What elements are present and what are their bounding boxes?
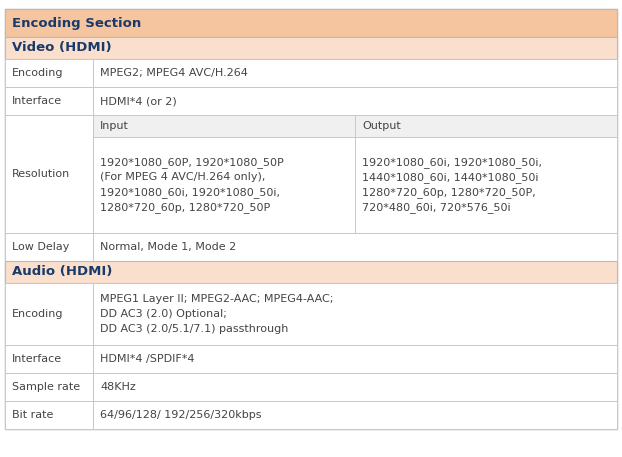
Bar: [5, 9, 617, 37]
Bar: [93, 373, 617, 401]
Bar: [355, 115, 617, 137]
Text: MPEG1 Layer II; MPEG2-AAC; MPEG4-AAC;: MPEG1 Layer II; MPEG2-AAC; MPEG4-AAC;: [100, 294, 333, 304]
Text: 1920*1080_60i, 1920*1080_50i,: 1920*1080_60i, 1920*1080_50i,: [100, 187, 280, 198]
Bar: [5, 115, 93, 233]
Text: DD AC3 (2.0/5.1/7.1) passthrough: DD AC3 (2.0/5.1/7.1) passthrough: [100, 324, 289, 334]
Bar: [93, 233, 617, 261]
Text: 48KHz: 48KHz: [100, 382, 136, 392]
Text: Bit rate: Bit rate: [12, 410, 53, 420]
Text: Encoding Section: Encoding Section: [12, 16, 141, 30]
Bar: [5, 345, 93, 373]
Text: Sample rate: Sample rate: [12, 382, 80, 392]
Text: Normal, Mode 1, Mode 2: Normal, Mode 1, Mode 2: [100, 242, 236, 252]
Text: Audio (HDMI): Audio (HDMI): [12, 266, 113, 278]
Text: Interface: Interface: [12, 354, 62, 364]
Text: Input: Input: [100, 121, 129, 131]
Bar: [93, 59, 617, 87]
Text: 1280*720_60p, 1280*720_50P: 1280*720_60p, 1280*720_50P: [100, 202, 270, 213]
Text: 1920*1080_60i, 1920*1080_50i,: 1920*1080_60i, 1920*1080_50i,: [362, 157, 542, 168]
Bar: [5, 233, 93, 261]
Bar: [93, 87, 617, 115]
Text: 1280*720_60p, 1280*720_50P,: 1280*720_60p, 1280*720_50P,: [362, 187, 536, 198]
Bar: [93, 345, 617, 373]
Text: (For MPEG 4 AVC/H.264 only),: (For MPEG 4 AVC/H.264 only),: [100, 172, 266, 182]
Text: Encoding: Encoding: [12, 309, 63, 319]
Text: Resolution: Resolution: [12, 169, 70, 179]
Bar: [5, 37, 617, 59]
Text: DD AC3 (2.0) Optional;: DD AC3 (2.0) Optional;: [100, 309, 227, 319]
Bar: [93, 137, 355, 233]
Bar: [5, 373, 93, 401]
Text: Output: Output: [362, 121, 401, 131]
Text: 64/96/128/ 192/256/320kbps: 64/96/128/ 192/256/320kbps: [100, 410, 261, 420]
Bar: [5, 59, 93, 87]
Bar: [93, 401, 617, 429]
Bar: [5, 87, 93, 115]
Bar: [355, 137, 617, 233]
Text: 720*480_60i, 720*576_50i: 720*480_60i, 720*576_50i: [362, 202, 511, 213]
Bar: [5, 401, 93, 429]
Text: 1920*1080_60P, 1920*1080_50P: 1920*1080_60P, 1920*1080_50P: [100, 157, 284, 168]
Bar: [5, 261, 617, 283]
Text: MPEG2; MPEG4 AVC/H.264: MPEG2; MPEG4 AVC/H.264: [100, 68, 248, 78]
Text: Interface: Interface: [12, 96, 62, 106]
Text: HDMI*4 /SPDIF*4: HDMI*4 /SPDIF*4: [100, 354, 195, 364]
Bar: [93, 115, 355, 137]
Text: Video (HDMI): Video (HDMI): [12, 42, 111, 54]
Text: HDMI*4 (or 2): HDMI*4 (or 2): [100, 96, 177, 106]
Bar: [93, 283, 617, 345]
Text: 1440*1080_60i, 1440*1080_50i: 1440*1080_60i, 1440*1080_50i: [362, 172, 539, 183]
Bar: [5, 283, 93, 345]
Text: Encoding: Encoding: [12, 68, 63, 78]
Text: Low Delay: Low Delay: [12, 242, 70, 252]
